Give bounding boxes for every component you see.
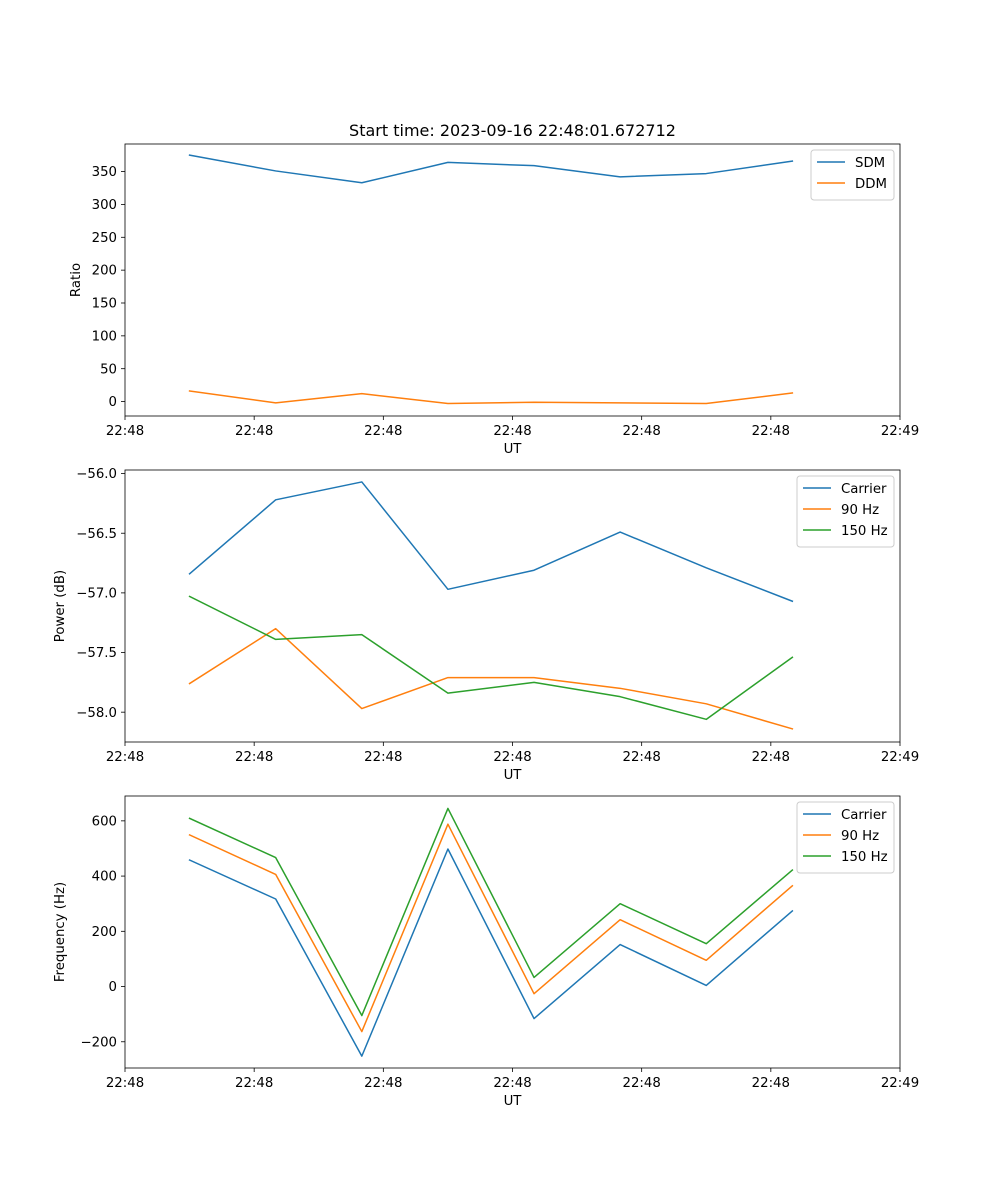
x-tick-label: 22:49 xyxy=(881,1076,919,1091)
x-tick-label: 22:48 xyxy=(106,750,144,765)
legend-label: 150 Hz xyxy=(841,850,888,865)
x-tick-label: 22:48 xyxy=(752,1076,790,1091)
chart-panel-1: 22:48 22:48 22:48 22:48 22:48 22:48 22:49 0 50 10… xyxy=(69,143,919,457)
chart-panel-3: 22:48 22:48 22:48 22:48 22:48 22:48 22:49 −200 0… xyxy=(53,795,919,1109)
x-axis-label: UT xyxy=(504,442,523,457)
x-tick-label: 22:48 xyxy=(752,424,790,439)
y-axis-label: Ratio xyxy=(69,263,84,297)
x-axis-label: UT xyxy=(504,768,523,783)
legend-label: SDM xyxy=(855,156,885,171)
series-line-carrier xyxy=(188,481,794,603)
panels: 22:48 22:48 22:48 22:48 22:48 22:48 22:49 0 50 10… xyxy=(53,143,919,1109)
y-tick-label: 350 xyxy=(92,165,117,180)
series-line-ddm xyxy=(188,390,794,405)
x-tick-label: 22:48 xyxy=(235,1076,273,1091)
y-axis-label: Frequency (Hz) xyxy=(53,882,68,982)
legend-label: 90 Hz xyxy=(841,829,879,844)
x-tick-label: 22:48 xyxy=(364,1076,402,1091)
x-tick-label: 22:48 xyxy=(106,424,144,439)
legend: SDM DDM xyxy=(810,149,895,201)
y-tick-label: 150 xyxy=(92,297,117,312)
x-tick-label: 22:48 xyxy=(493,750,531,765)
legend-label: DDM xyxy=(855,177,887,192)
y-axis-label: Power (dB) xyxy=(53,570,68,642)
series-line-150-hz xyxy=(188,595,794,721)
y-tick-label: −58.0 xyxy=(76,706,117,721)
y-tick-label: 600 xyxy=(92,814,117,829)
x-axis-label: UT xyxy=(504,1094,523,1109)
legend-label: 150 Hz xyxy=(841,524,888,539)
legend: Carrier 90 Hz 150 Hz xyxy=(796,801,895,874)
y-tick-label: −57.5 xyxy=(76,646,117,661)
x-tick-label: 22:48 xyxy=(235,424,273,439)
series-line-150-hz xyxy=(188,807,794,1017)
x-tick-label: 22:48 xyxy=(623,424,661,439)
legend-label: Carrier xyxy=(841,808,887,823)
y-tick-label: 200 xyxy=(92,925,117,940)
y-tick-label: 300 xyxy=(92,198,117,213)
x-tick-label: 22:48 xyxy=(235,750,273,765)
x-tick-label: 22:49 xyxy=(881,750,919,765)
y-tick-label: 100 xyxy=(92,329,117,344)
x-tick-label: 22:48 xyxy=(752,750,790,765)
series-line-sdm xyxy=(188,154,794,184)
y-tick-label: 200 xyxy=(92,264,117,279)
legend-label: 90 Hz xyxy=(841,503,879,518)
x-tick-label: 22:49 xyxy=(881,424,919,439)
legend: Carrier 90 Hz 150 Hz xyxy=(796,475,895,548)
series-line-90-hz xyxy=(188,823,794,1033)
series-line-90-hz xyxy=(188,627,794,730)
y-tick-label: 50 xyxy=(100,362,117,377)
figure-title: Start time: 2023-09-16 22:48:01.672712 xyxy=(349,121,676,140)
y-tick-label: 0 xyxy=(109,980,117,995)
y-tick-label: 400 xyxy=(92,870,117,885)
series-line-carrier xyxy=(188,848,794,1057)
y-tick-label: 0 xyxy=(109,395,117,410)
y-tick-label: −56.0 xyxy=(76,467,117,482)
x-tick-label: 22:48 xyxy=(493,1076,531,1091)
y-tick-label: 250 xyxy=(92,231,117,246)
x-tick-label: 22:48 xyxy=(493,424,531,439)
x-tick-label: 22:48 xyxy=(623,750,661,765)
y-tick-label: −56.5 xyxy=(76,527,117,542)
y-tick-label: −57.0 xyxy=(76,586,117,601)
x-tick-label: 22:48 xyxy=(364,750,402,765)
x-tick-label: 22:48 xyxy=(106,1076,144,1091)
chart-panel-2: 22:48 22:48 22:48 22:48 22:48 22:48 22:49 −58.0… xyxy=(53,467,919,783)
x-tick-label: 22:48 xyxy=(364,424,402,439)
y-tick-label: −200 xyxy=(80,1035,117,1050)
x-tick-label: 22:48 xyxy=(623,1076,661,1091)
legend-label: Carrier xyxy=(841,482,887,497)
